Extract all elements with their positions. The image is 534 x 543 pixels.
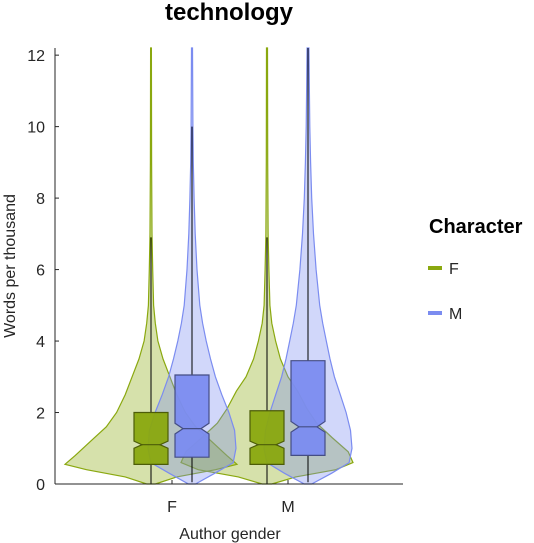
x-axis-label: Author gender	[179, 526, 281, 543]
y-tick-label: 2	[36, 406, 45, 423]
legend-title: Character	[429, 216, 523, 238]
x-tick-label: F	[167, 499, 177, 516]
y-tick-label: 8	[36, 191, 45, 208]
y-tick-label: 0	[36, 477, 45, 494]
plot-area	[63, 47, 354, 485]
legend: Character F M	[428, 216, 523, 323]
box-m-f	[174, 374, 210, 458]
y-tick-label: 6	[36, 263, 45, 280]
x-tick-label: M	[281, 499, 294, 516]
y-tick-label: 10	[27, 120, 45, 137]
box-f-f	[133, 411, 169, 465]
legend-label-m: M	[449, 306, 462, 323]
y-tick-label: 12	[27, 48, 45, 65]
y-axis-label: Words per thousand	[2, 194, 19, 338]
box-m-m	[290, 360, 326, 457]
axes: 0 2 4 6 8 10 12 F M	[27, 48, 403, 516]
box-f-m	[249, 410, 285, 465]
chart-title: technology	[165, 0, 294, 26]
y-tick-label: 4	[36, 334, 45, 351]
legend-label-f: F	[449, 261, 459, 278]
